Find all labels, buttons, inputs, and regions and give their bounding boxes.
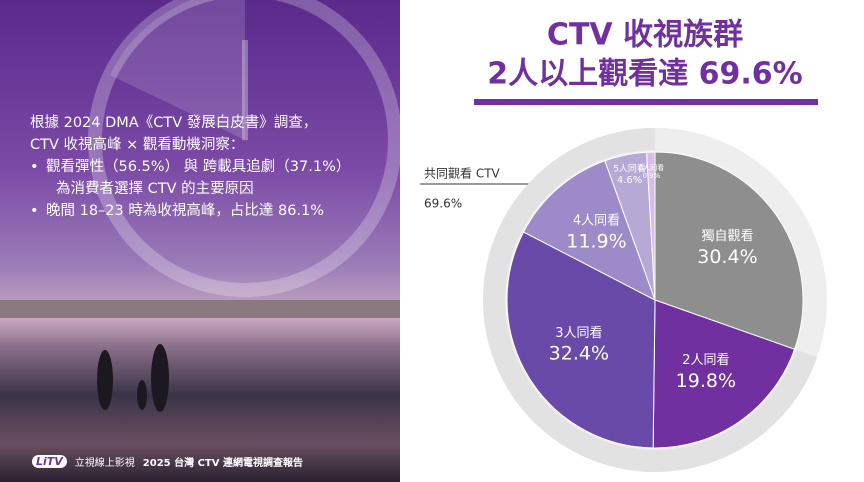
pie-slice [646, 151, 656, 301]
intro-line: CTV 收視高峰 × 觀看動機洞察： [30, 137, 245, 153]
pie-slice [652, 299, 796, 449]
slice-label: 3人同看 [555, 325, 602, 341]
pie-slice [522, 160, 656, 302]
slice-value: 0.9% [643, 172, 661, 180]
slice-value: 32.4% [549, 343, 609, 365]
annotation-value: 69.6% [424, 197, 462, 211]
title-underline [474, 99, 818, 105]
decoration [0, 0, 400, 412]
slice-value: 4.6% [617, 175, 642, 186]
slice-label: 獨自觀看 [701, 228, 753, 244]
chart-title: CTV 收視族群 [547, 18, 743, 53]
slice-value: 30.4% [697, 246, 757, 268]
bullet-cont: 為消費者選擇 CTV 的主要原因 [56, 181, 254, 197]
slice-value: 11.9% [566, 230, 626, 252]
intro-line: 根據 2024 DMA《CTV 發展白皮書》調查， [30, 115, 318, 131]
report: 2025 台灣 CTV 連網電視調查報告 [142, 458, 303, 469]
pie-slice [506, 231, 656, 449]
chart-subtitle: 2人以上觀看達 69.6% [487, 57, 802, 92]
brand: 立視線上影視 [74, 458, 135, 469]
slice-label: 4人同看 [573, 212, 620, 228]
photo-panel: 根據 2024 DMA《CTV 發展白皮書》調查， CTV 收視高峰 × 觀看動… [0, 0, 400, 482]
panel-text: 根據 2024 DMA《CTV 發展白皮書》調查， CTV 收視高峰 × 觀看動… [30, 112, 350, 222]
footer: LiTV 立視線上影視 2025 台灣 CTV 連網電視調查報告 [32, 454, 303, 469]
logo: LiTV [32, 455, 67, 468]
annotation-text: 共同觀看 CTV [424, 167, 501, 181]
slice-label: 5人同看 [613, 162, 646, 174]
bullet: 晚間 18–23 時為收視高峰，占比達 86.1% [30, 200, 350, 222]
pie-slice [654, 151, 804, 350]
slice-label: 2人同看 [682, 352, 729, 368]
slice-value: 19.8% [676, 370, 736, 392]
bullet: 觀看彈性（56.5%） 與 跨載具追劇（37.1%） [30, 156, 350, 178]
slice-label: 6人同看 [639, 164, 664, 172]
